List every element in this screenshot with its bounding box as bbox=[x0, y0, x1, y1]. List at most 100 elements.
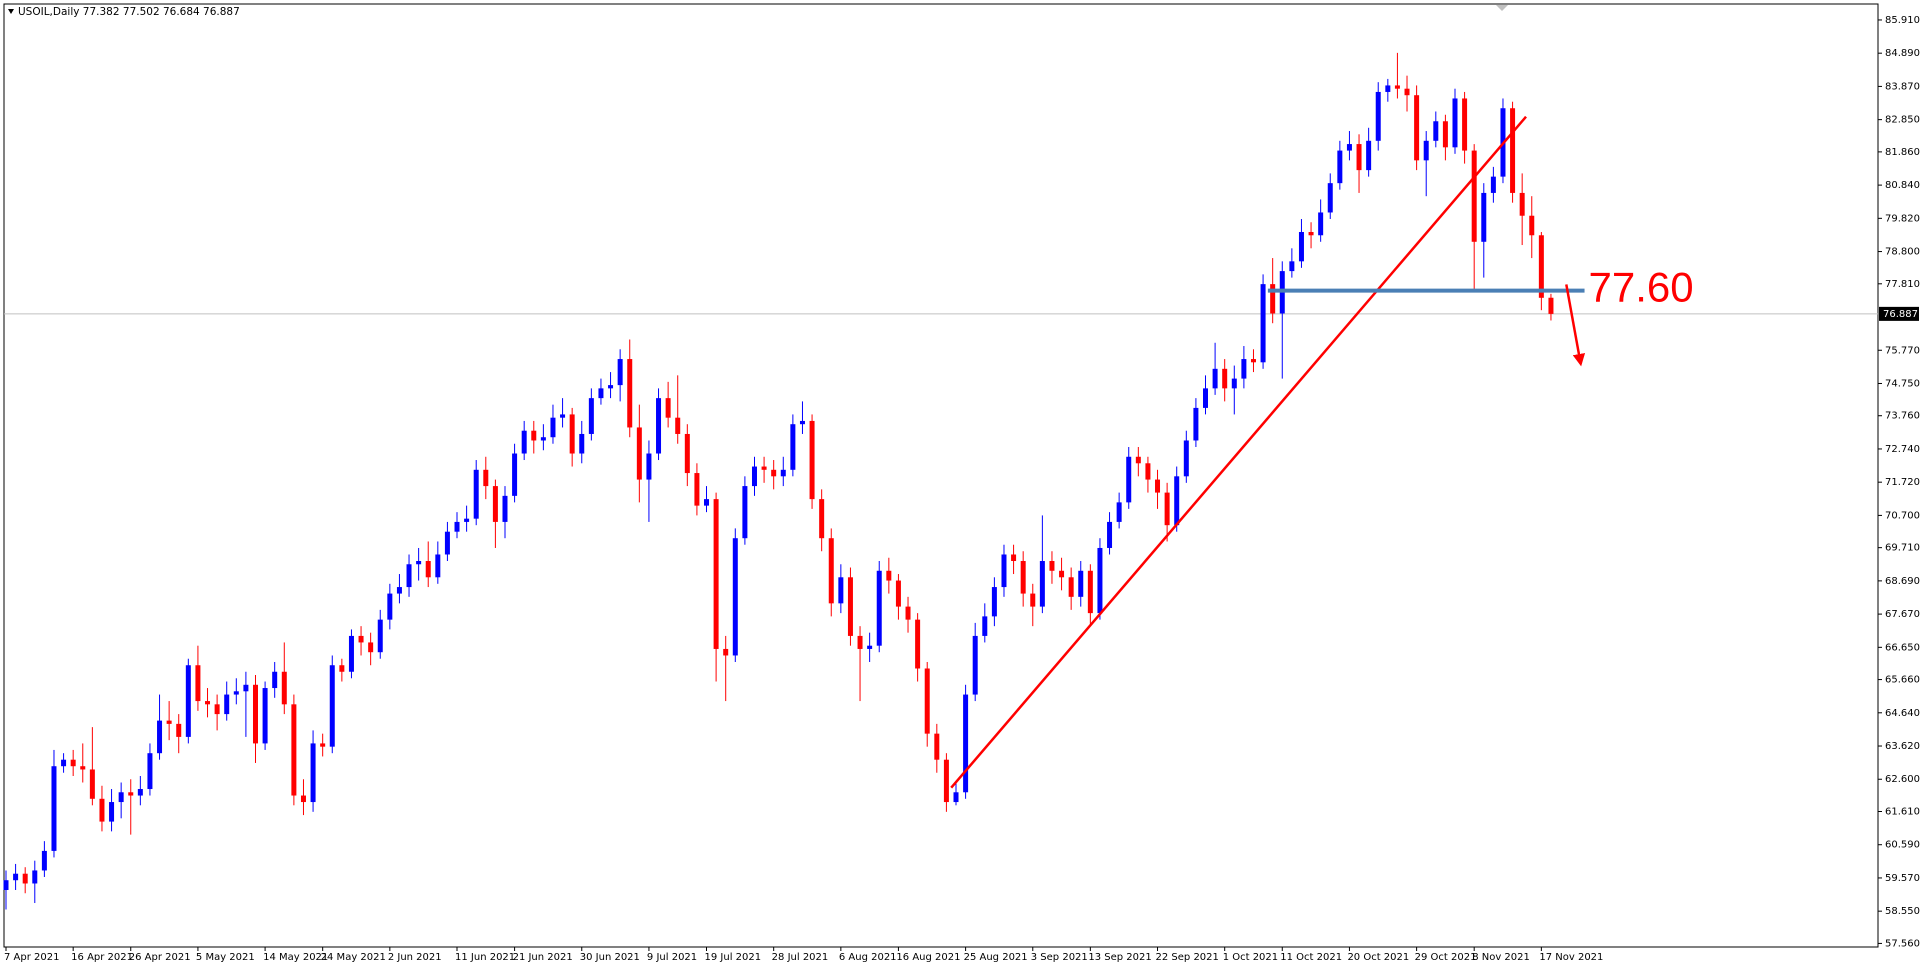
candle-body bbox=[1087, 570, 1093, 614]
candle-body bbox=[1414, 95, 1420, 161]
candle-body bbox=[1442, 121, 1448, 148]
candle-body bbox=[742, 486, 748, 539]
x-tick-label: 5 May 2021 bbox=[196, 952, 255, 963]
y-tick-label: 63.620 bbox=[1885, 741, 1920, 752]
candle-body bbox=[281, 671, 287, 705]
candle-body bbox=[1366, 140, 1372, 171]
candle-body bbox=[876, 570, 882, 646]
candle-body bbox=[1231, 378, 1237, 389]
candle-body bbox=[1308, 232, 1314, 236]
candle-body bbox=[694, 473, 700, 506]
candle-body bbox=[1327, 183, 1333, 213]
x-tick-label: 3 Sep 2021 bbox=[1031, 952, 1088, 963]
candle-body bbox=[799, 420, 805, 425]
candle-body bbox=[166, 720, 172, 724]
candle-body bbox=[790, 424, 796, 470]
candle-body bbox=[886, 570, 892, 581]
x-tick-label: 11 Oct 2021 bbox=[1280, 952, 1342, 963]
candle-body bbox=[1126, 456, 1132, 503]
y-tick-label: 57.560 bbox=[1885, 938, 1920, 949]
y-tick-label: 68.690 bbox=[1885, 576, 1920, 587]
candle-body bbox=[1078, 570, 1084, 597]
candle-body bbox=[723, 648, 729, 656]
candle-body bbox=[1404, 88, 1410, 96]
candle-body bbox=[588, 398, 594, 434]
x-tick-label: 7 Apr 2021 bbox=[4, 952, 59, 963]
candle-body bbox=[627, 359, 633, 428]
y-tick-label: 59.570 bbox=[1885, 873, 1920, 884]
candle-body bbox=[819, 499, 825, 539]
x-tick-label: 20 Oct 2021 bbox=[1347, 952, 1409, 963]
y-tick-label: 72.740 bbox=[1885, 444, 1920, 455]
candle-body bbox=[329, 665, 335, 747]
candle-body bbox=[262, 688, 268, 744]
candle-body bbox=[1548, 297, 1554, 314]
candle-body bbox=[377, 619, 383, 653]
level-label: 77.60 bbox=[1589, 264, 1694, 311]
candle-body bbox=[1011, 554, 1017, 562]
candle-body bbox=[502, 495, 508, 522]
candle-body bbox=[243, 684, 249, 692]
y-tick-label: 58.550 bbox=[1885, 906, 1920, 917]
candle-body bbox=[128, 792, 134, 796]
chart-header: USOIL,Daily 77.382 77.502 76.684 76.887 bbox=[18, 6, 240, 18]
candle-body bbox=[943, 759, 949, 803]
candle-body bbox=[444, 531, 450, 555]
candle-body bbox=[13, 873, 19, 881]
candle-body bbox=[1394, 85, 1400, 89]
candle-body bbox=[157, 720, 163, 754]
candle-body bbox=[1356, 144, 1362, 171]
candle-body bbox=[1510, 108, 1516, 193]
y-tick-label: 84.890 bbox=[1885, 48, 1920, 59]
candle-body bbox=[435, 554, 441, 578]
candle-body bbox=[512, 453, 518, 496]
candle-body bbox=[1423, 140, 1429, 161]
candle-body bbox=[540, 437, 546, 441]
x-tick-label: 13 Sep 2021 bbox=[1088, 952, 1151, 963]
plot-frame bbox=[3, 3, 1879, 948]
candle-body bbox=[771, 469, 777, 477]
candle-body bbox=[22, 873, 28, 884]
x-tick-label: 16 Apr 2021 bbox=[71, 952, 133, 963]
candle-body bbox=[473, 469, 479, 519]
candle-body bbox=[348, 635, 354, 672]
y-tick-label: 73.760 bbox=[1885, 411, 1920, 422]
candle-body bbox=[1318, 212, 1324, 236]
candle-body bbox=[1490, 176, 1496, 193]
candle-body bbox=[1519, 192, 1525, 216]
candle-body bbox=[406, 564, 412, 588]
candle-body bbox=[560, 414, 566, 418]
candle-body bbox=[857, 635, 863, 649]
candle-body bbox=[1183, 440, 1189, 477]
x-tick-label: 22 Sep 2021 bbox=[1156, 952, 1219, 963]
candle-body bbox=[492, 486, 498, 522]
candle-body bbox=[137, 789, 143, 796]
candle-body bbox=[224, 694, 230, 715]
candle-body bbox=[905, 606, 911, 620]
candle-body bbox=[358, 635, 364, 643]
candle-body bbox=[51, 766, 57, 851]
y-tick-label: 69.710 bbox=[1885, 543, 1920, 554]
candle-body bbox=[1097, 547, 1103, 614]
candle-body bbox=[1164, 492, 1170, 526]
x-tick-label: 28 Jul 2021 bbox=[772, 952, 829, 963]
y-tick-label: 85.910 bbox=[1885, 15, 1920, 26]
candle-body bbox=[300, 795, 306, 803]
current-price-box bbox=[1879, 306, 1919, 321]
candle-body bbox=[1241, 359, 1247, 379]
candle-body bbox=[368, 642, 374, 653]
candle-body bbox=[1375, 91, 1381, 141]
candle-body bbox=[1270, 284, 1276, 314]
candle-body bbox=[665, 398, 671, 418]
x-tick-label: 11 Jun 2021 bbox=[455, 952, 515, 963]
candle-body bbox=[1193, 407, 1199, 441]
candle-body bbox=[1385, 85, 1391, 92]
candle-body bbox=[991, 587, 997, 617]
candle-body bbox=[464, 518, 470, 522]
candle-body bbox=[713, 499, 719, 649]
candle-body bbox=[252, 684, 258, 744]
candle-body bbox=[598, 388, 604, 399]
y-tick-label: 78.800 bbox=[1885, 247, 1920, 258]
chart-layer: 85.910 84.890 83.870 82.850 81.860 80.840 79.8… bbox=[3, 15, 1920, 963]
candle-body bbox=[550, 417, 556, 438]
